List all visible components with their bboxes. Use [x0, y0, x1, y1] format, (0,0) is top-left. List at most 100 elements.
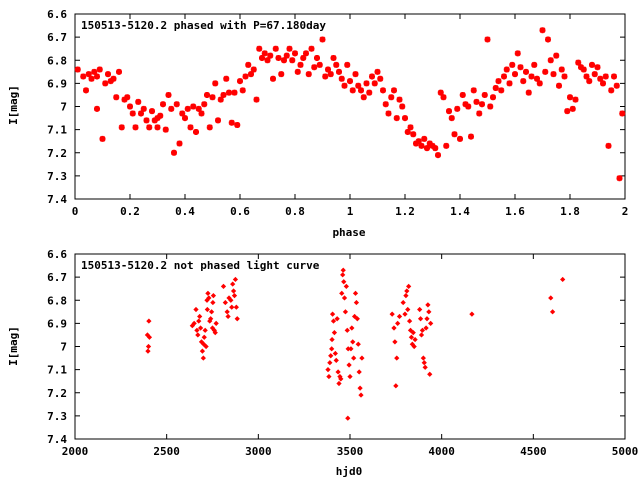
phased-data-point — [253, 96, 260, 103]
phased-data-point — [272, 45, 279, 52]
phased-data-point — [355, 82, 362, 89]
phased-data-point — [292, 50, 298, 57]
phased-data-point — [316, 61, 323, 68]
phased-data-point — [547, 57, 554, 64]
phased-x-tick-label: 1.2 — [395, 205, 415, 218]
unphased-data-point — [358, 392, 364, 398]
phased-data-point — [305, 71, 312, 78]
unphased-data-point — [343, 283, 349, 289]
phased-data-point — [261, 50, 268, 57]
unphased-data-point — [348, 346, 354, 352]
phased-data-point — [264, 57, 271, 64]
unphased-data-point — [229, 304, 235, 310]
phased-data-point — [481, 91, 488, 98]
unphased-data-point — [353, 299, 360, 306]
phased-data-point — [360, 94, 367, 101]
phased-data-point — [473, 98, 480, 105]
phased-data-point — [297, 61, 304, 68]
phased-data-point — [410, 131, 417, 138]
phased-data-point — [374, 68, 381, 75]
phased-data-point — [432, 145, 439, 152]
unphased-data-point — [417, 316, 424, 322]
unphased-data-point — [427, 371, 433, 377]
unphased-data-point — [331, 330, 338, 336]
phased-data-point — [462, 101, 469, 108]
unphased-x-tick-label: 3000 — [245, 445, 272, 458]
unphased-data-point — [327, 360, 333, 366]
unphased-x-axis-label: hjd0 — [336, 465, 363, 478]
phased-data-point — [454, 105, 461, 112]
unphased-data-point — [354, 316, 360, 322]
phased-y-tick-label: 6.7 — [47, 31, 67, 44]
unphased-data-point — [406, 283, 412, 289]
phased-data-point — [228, 119, 235, 126]
unphased-data-point — [410, 330, 416, 336]
phased-data-point — [487, 103, 494, 110]
phased-data-point — [415, 138, 422, 145]
unphased-data-point — [232, 276, 239, 283]
phased-data-point — [327, 71, 334, 78]
phased-data-point — [470, 87, 477, 94]
phased-data-point — [611, 73, 617, 80]
unphased-data-point — [145, 348, 151, 354]
unphased-data-point — [391, 325, 397, 331]
phased-data-point — [399, 103, 406, 110]
unphased-data-point — [345, 415, 351, 421]
phased-data-point — [429, 142, 436, 149]
phased-data-point — [564, 108, 571, 115]
phased-data-point — [591, 71, 598, 78]
unphased-y-tick-label: 7.2 — [47, 387, 67, 400]
phased-data-point — [129, 110, 136, 117]
phased-x-tick-label: 1.6 — [505, 205, 525, 218]
phased-data-point — [509, 61, 516, 68]
unphased-data-point — [347, 373, 353, 380]
phased-data-point — [201, 101, 208, 108]
phased-data-point — [336, 68, 342, 75]
phased-data-point — [220, 91, 227, 98]
phased-data-point — [605, 142, 612, 149]
phased-data-point — [569, 105, 576, 112]
phased-data-point — [437, 89, 444, 96]
phased-data-point — [154, 115, 161, 122]
phased-data-point — [404, 128, 411, 135]
unphased-data-point — [341, 295, 348, 301]
phased-data-point — [448, 115, 455, 122]
phased-data-point — [578, 64, 584, 71]
phased-data-point — [127, 103, 133, 110]
unphased-data-point — [423, 325, 429, 331]
unphased-y-tick-label: 6.6 — [47, 248, 67, 261]
phased-x-tick-label: 1 — [347, 205, 354, 218]
unphased-x-tick-label: 2000 — [62, 445, 89, 458]
phased-data-point — [517, 64, 524, 71]
phased-data-point — [105, 71, 111, 78]
unphased-y-tick-label: 6.8 — [47, 294, 67, 307]
unphased-data-point — [191, 320, 197, 326]
phased-data-point — [283, 52, 290, 59]
unphased-data-point — [228, 297, 234, 303]
unphased-data-point — [338, 376, 344, 382]
unphased-data-point — [352, 290, 359, 296]
phased-data-point — [542, 68, 549, 75]
phased-data-point — [140, 105, 147, 112]
phased-data-point — [347, 78, 353, 85]
unphased-data-point — [340, 267, 346, 273]
phased-plot-frame — [74, 13, 626, 200]
unphased-data-point — [421, 360, 427, 366]
phased-x-tick-label: 0.6 — [230, 205, 250, 218]
unphased-data-point — [412, 336, 418, 343]
unphased-data-point — [395, 320, 401, 326]
phased-chart-title: 150513-5120.2 phased with P=67.180day — [81, 19, 326, 32]
unphased-y-tick-label: 7.3 — [47, 410, 67, 423]
unphased-data-point — [400, 299, 406, 306]
phased-data-point — [231, 89, 238, 96]
unphased-data-point — [405, 306, 411, 313]
unphased-data-point — [333, 357, 339, 363]
unphased-data-point — [403, 293, 409, 299]
unphased-x-tick-label: 4500 — [520, 445, 547, 458]
phased-data-point — [371, 80, 378, 87]
phased-data-point — [597, 75, 604, 82]
phased-data-point — [539, 27, 546, 34]
phased-data-point — [124, 94, 131, 101]
unphased-data-point — [195, 332, 201, 338]
phased-data-point — [195, 105, 202, 112]
